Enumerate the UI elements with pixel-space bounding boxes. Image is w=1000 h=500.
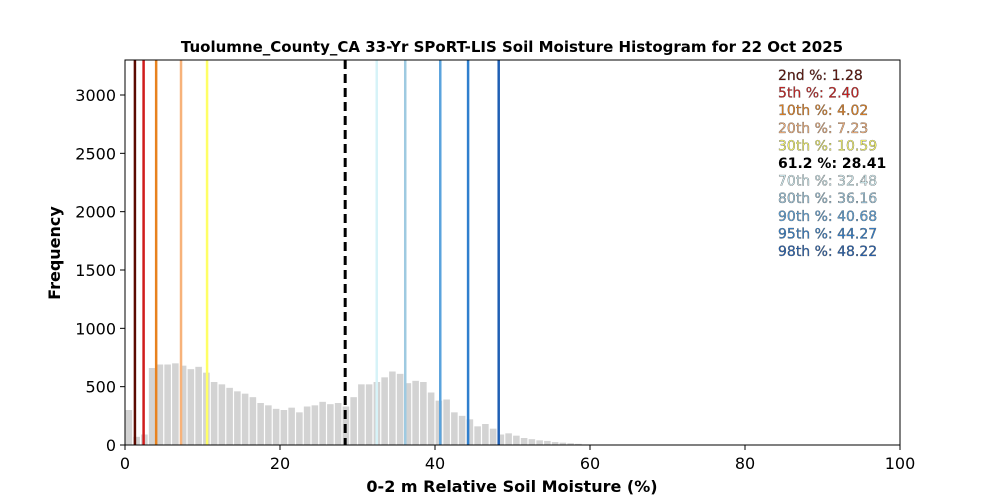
histogram-bar xyxy=(544,440,551,445)
histogram-bar xyxy=(249,397,257,445)
histogram-bar xyxy=(482,424,489,445)
histogram-bar xyxy=(420,382,427,445)
histogram-bar xyxy=(404,383,412,445)
histogram-bar xyxy=(334,403,342,445)
histogram-bar xyxy=(257,403,264,445)
y-tick-label: 2000 xyxy=(75,203,116,222)
histogram-bar xyxy=(350,397,357,445)
histogram-bar xyxy=(489,428,497,445)
histogram-bar xyxy=(234,391,241,445)
histogram-bar xyxy=(451,412,458,445)
histogram-bar xyxy=(288,407,295,445)
y-axis-title: Frequency xyxy=(45,206,64,300)
histogram-bar xyxy=(427,392,435,445)
histogram-bar xyxy=(210,382,218,445)
histogram-bar xyxy=(319,401,326,445)
histogram-bar xyxy=(365,384,373,445)
histogram-bar xyxy=(513,435,520,445)
histogram-bar xyxy=(358,384,365,445)
x-tick-label: 100 xyxy=(885,454,916,473)
histogram-bar xyxy=(505,433,512,445)
y-tick-label: 0 xyxy=(106,436,116,455)
histogram-bar xyxy=(125,410,133,445)
legend-entry: 30th %: 10.59 xyxy=(778,138,877,154)
histogram-bar xyxy=(311,405,319,445)
histogram-bar xyxy=(218,384,226,445)
histogram-bar xyxy=(164,364,171,445)
histogram-bar xyxy=(272,408,280,445)
histogram-bar xyxy=(133,436,140,445)
histogram-bar xyxy=(389,371,396,445)
histogram-bar xyxy=(396,373,404,445)
y-tick-label: 1500 xyxy=(75,261,116,280)
chart-title: Tuolumne_County_CA 33-Yr SPoRT-LIS Soil … xyxy=(181,38,843,56)
plot-frame xyxy=(124,59,901,446)
histogram-bar xyxy=(435,400,443,445)
histogram-bar xyxy=(536,440,543,445)
histogram-bar xyxy=(528,439,536,445)
histogram-bar xyxy=(195,366,202,445)
histogram-bar xyxy=(412,380,419,445)
histogram-bar xyxy=(551,442,559,445)
x-tick-label: 80 xyxy=(735,454,755,473)
histogram-bar xyxy=(179,365,187,445)
legend-entry: 90th %: 40.68 xyxy=(778,209,877,225)
percentile-lines xyxy=(133,60,500,445)
histogram-bar xyxy=(148,368,156,445)
y-tick-label: 1000 xyxy=(75,319,116,338)
histogram-bar xyxy=(241,393,249,445)
x-axis-title: 0-2 m Relative Soil Moisture (%) xyxy=(366,477,657,496)
histogram-bar xyxy=(187,369,195,445)
x-tick-label: 60 xyxy=(580,454,600,473)
histogram-bar xyxy=(226,387,233,445)
histogram-bar xyxy=(156,364,164,445)
histogram-bar xyxy=(296,412,303,445)
histogram-bar xyxy=(381,377,388,445)
legend-entry: 2nd %: 1.28 xyxy=(778,68,863,84)
legend-entry: 80th %: 36.16 xyxy=(778,191,877,207)
legend-entry: 70th %: 32.48 xyxy=(778,174,877,190)
histogram-bar xyxy=(520,438,528,445)
y-tick-label: 500 xyxy=(85,378,116,397)
histogram-bar xyxy=(303,406,311,445)
y-tick-label: 2500 xyxy=(75,144,116,163)
x-tick-label: 0 xyxy=(120,454,130,473)
histogram-bar xyxy=(443,399,450,445)
x-axis-ticks: 0 20 40 60 80 100 xyxy=(120,445,915,473)
x-tick-label: 20 xyxy=(270,454,290,473)
histogram-bar xyxy=(265,405,272,445)
histogram-bar xyxy=(474,426,481,445)
histogram-bar xyxy=(575,443,582,445)
legend-entry: 95th %: 44.27 xyxy=(778,226,877,242)
legend-entry: 20th %: 7.23 xyxy=(778,121,868,137)
histogram-bar xyxy=(280,410,288,445)
legend-entry: 98th %: 48.22 xyxy=(778,244,877,260)
legend-entry: 10th %: 4.02 xyxy=(778,103,868,119)
histogram-bar xyxy=(327,404,334,445)
histogram-bar xyxy=(567,443,574,445)
histogram-bar xyxy=(466,419,474,445)
histogram-bar xyxy=(497,434,505,445)
histogram-bar xyxy=(172,363,179,445)
histogram-bar xyxy=(559,442,567,445)
y-axis-ticks: 0 500 1000 1500 2000 2500 3000 xyxy=(75,86,125,455)
histogram-bar xyxy=(458,415,466,445)
legend-entry: 5th %: 2.40 xyxy=(778,86,859,102)
legend-entry: 61.2 %: 28.41 xyxy=(778,156,886,172)
x-tick-label: 40 xyxy=(425,454,445,473)
y-tick-label: 3000 xyxy=(75,86,116,105)
